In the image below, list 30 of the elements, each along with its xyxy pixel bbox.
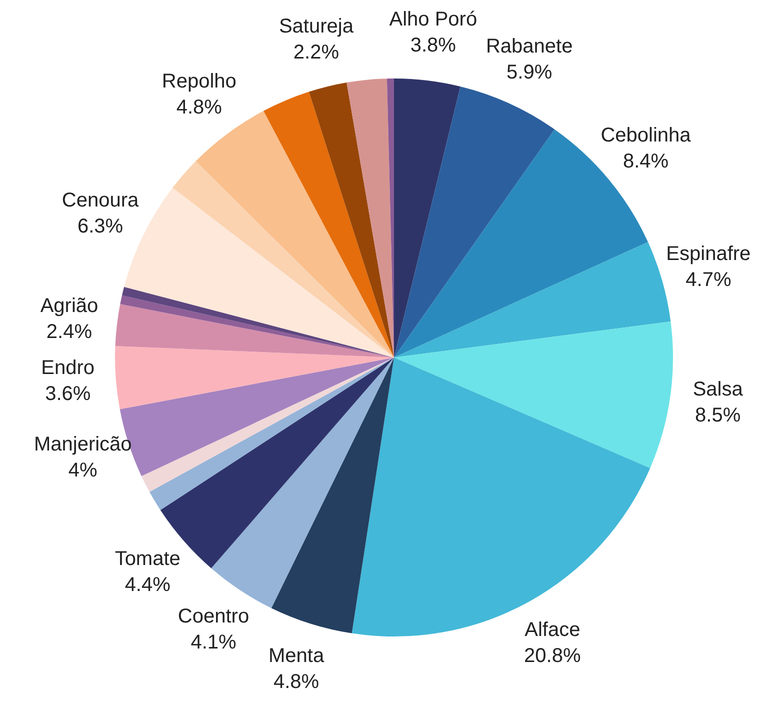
data-label: 8.5%	[695, 404, 741, 426]
slice-label: Alho Poró	[389, 8, 478, 30]
data-label: 4%	[68, 460, 98, 482]
slice-label: Salsa	[692, 378, 744, 400]
data-label: 8.4%	[622, 150, 669, 172]
data-label: 3.6%	[45, 382, 91, 405]
slice-label: Agrião	[40, 294, 98, 317]
data-label: 2.4%	[46, 320, 92, 343]
slice-label: Alface	[524, 619, 580, 642]
data-label: 3.8%	[410, 34, 456, 56]
slice-label: Cebolinha	[600, 124, 692, 146]
slice-label: Tomate	[114, 548, 180, 570]
data-label: 6.3%	[77, 215, 124, 238]
data-label: 4.8%	[274, 671, 320, 694]
data-label: 4.8%	[176, 96, 222, 118]
slice-label: Repolho	[162, 70, 236, 92]
slice-label: Rabanete	[486, 35, 573, 58]
slice-label: Manjericão	[34, 434, 132, 456]
slice-label: Satureja	[278, 15, 354, 38]
data-label: 20.8%	[524, 645, 581, 668]
slice-label: Menta	[268, 645, 325, 668]
slice-label: Cenoura	[62, 189, 140, 212]
data-label: 4.4%	[124, 574, 171, 596]
slice-label: Espinafre	[666, 243, 751, 266]
slice-label: Coentro	[178, 606, 250, 628]
data-label: 4.7%	[686, 269, 732, 292]
data-label: 2.2%	[293, 41, 340, 64]
slice-label: Endro	[41, 356, 95, 379]
data-label: 4.1%	[190, 632, 237, 654]
data-label: 5.9%	[506, 61, 552, 84]
